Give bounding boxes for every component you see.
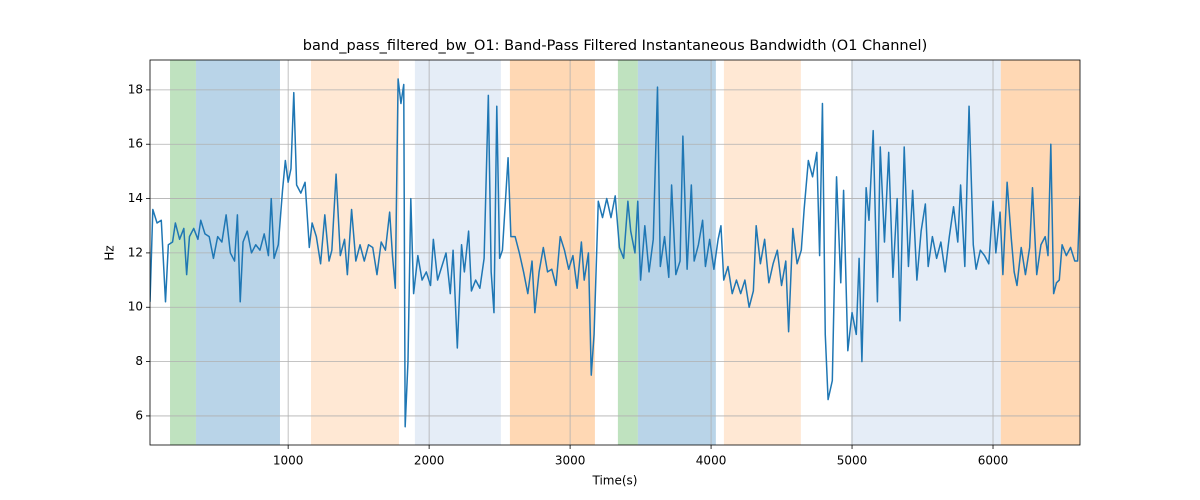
y-tick-label: 18	[128, 82, 143, 96]
y-tick-label: 10	[128, 300, 143, 314]
plot-area	[150, 60, 1080, 445]
x-tick-label: 2000	[414, 454, 445, 468]
x-axis-label: Time(s)	[592, 474, 638, 488]
shaded-span	[170, 60, 196, 445]
x-tick-label: 3000	[555, 454, 586, 468]
y-tick-label: 14	[128, 191, 143, 205]
y-tick-label: 6	[135, 408, 143, 422]
y-axis-label: Hz	[103, 245, 117, 260]
chart-title: band_pass_filtered_bw_O1: Band-Pass Filt…	[303, 38, 927, 54]
axes-frame	[149, 59, 1081, 446]
y-tick-label: 8	[135, 354, 143, 368]
x-tick-label: 6000	[978, 454, 1009, 468]
y-tick-label: 16	[128, 137, 143, 151]
data-line	[150, 78, 1080, 428]
x-tick-label: 4000	[696, 454, 727, 468]
shaded-span	[617, 60, 638, 445]
x-tick-label: 5000	[837, 454, 868, 468]
x-tick-label: 1000	[273, 454, 304, 468]
shaded-span	[850, 60, 1001, 445]
y-tick-label: 12	[128, 245, 143, 259]
